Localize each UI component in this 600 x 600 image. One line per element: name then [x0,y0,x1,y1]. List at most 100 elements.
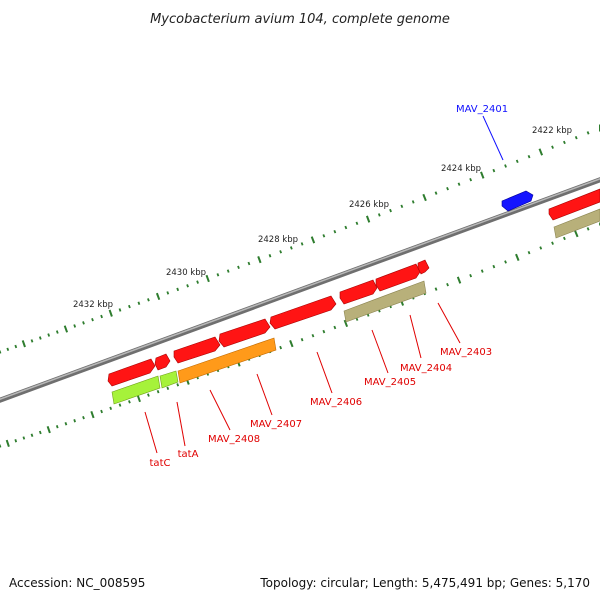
scale-major-tick [456,276,462,284]
gene-arrow[interactable] [417,259,430,275]
scale-major-tick [205,274,210,283]
scale-minor-tick [30,339,34,343]
cds-tata[interactable] [159,370,179,389]
scale-major-tick [46,425,51,434]
scale-minor-tick [226,269,230,273]
scale-minor-tick [492,264,496,269]
scale-minor-tick [355,221,359,226]
gene-arrow[interactable] [218,318,271,348]
scale-minor-tick [82,415,85,420]
scale-minor-tick [6,347,10,352]
scale-minor-tick [333,325,337,330]
scale-minor-tick [176,287,180,292]
scale-minor-tick [515,159,519,164]
gene-label-mav-2408[interactable]: MAV_2408 [208,434,260,445]
gene-arrow[interactable] [269,295,337,330]
scale-minor-tick [574,135,578,140]
scale-major-tick [480,171,485,179]
scale-label: 2428 kbp [258,235,298,245]
scale-minor-tick [128,400,131,404]
cds-tatc[interactable] [111,375,161,405]
scale-minor-tick [216,273,220,277]
scale-minor-tick [586,131,590,135]
scale-minor-tick [300,242,304,246]
scale-minor-tick [73,419,76,423]
leader-line [176,401,186,447]
scale-minor-tick [118,403,122,407]
scale-major-tick [365,215,371,223]
scale-major-tick [289,340,294,348]
scale-ticks-inner [0,222,600,448]
gene-arrow[interactable] [154,353,171,371]
gene-arrow[interactable] [107,358,156,387]
scale-minor-tick [289,246,293,250]
gene-arrow[interactable] [548,188,600,221]
scale-major-tick [310,236,316,244]
scale-minor-tick [82,321,85,325]
scale-minor-tick [176,383,180,387]
gene-label-mav-2401[interactable]: MAV_2401 [456,104,508,115]
gene-label-mav-2407[interactable]: MAV_2407 [250,419,302,430]
scale-minor-tick [469,177,473,182]
gene-arrow-mav-2401[interactable] [501,190,534,212]
scale-minor-tick [279,345,283,350]
gene-arrow[interactable] [339,279,378,305]
scale-minor-tick [400,204,404,209]
scale-minor-tick [47,333,51,337]
scale-major-tick [573,230,579,238]
scale-major-tick [538,148,544,156]
leader-line [316,351,333,394]
scale-minor-tick [492,168,496,173]
scale-minor-tick [38,430,42,435]
cds-row [111,208,600,405]
scale-label: 2426 kbp [349,200,389,210]
scale-minor-tick [38,336,42,340]
scale-minor-tick [247,261,251,266]
gene-label-mav-2403[interactable]: MAV_2403 [440,347,492,358]
gene-arrow[interactable] [173,336,221,364]
scale-minor-tick [311,333,315,338]
cds-mav-2408[interactable] [177,337,277,384]
gene-arrow[interactable] [375,263,421,292]
scale-minor-tick [14,439,18,443]
scale-minor-tick [156,389,160,394]
scale-minor-tick [446,282,449,287]
scale-minor-tick [562,140,566,145]
scale-ticks-outer [0,124,600,354]
gene-label-mav-2405[interactable]: MAV_2405 [364,377,416,388]
scale-minor-tick [586,227,590,231]
scale-major-tick [90,410,95,419]
cds-right-edge[interactable] [553,208,600,239]
scale-minor-tick [344,225,348,230]
scale-minor-tick [322,329,326,334]
scale-minor-tick [446,186,449,191]
scale-minor-tick [55,425,59,429]
genome-summary-text: Topology: circular; Length: 5,475,491 bp… [260,576,590,590]
scale-minor-tick [411,200,415,204]
scale-minor-tick [457,182,461,186]
leader-line [256,373,273,416]
leader-line [437,302,461,344]
scale-label: 2422 kbp [532,126,572,136]
gene-label-tatc[interactable]: tatC [150,458,171,469]
gene-label-tata[interactable]: tatA [178,449,199,460]
leader-line [409,314,422,359]
scale-minor-tick [73,324,77,328]
scale-minor-tick [562,236,566,241]
gene-label-mav-2406[interactable]: MAV_2406 [310,397,362,408]
scale-minor-tick [322,234,326,238]
cds-mav-2405-2404[interactable] [343,280,427,323]
scale-minor-tick [389,208,392,213]
scale-minor-tick [0,444,2,448]
scale-minor-tick [279,250,283,254]
scale-major-tick [422,193,427,202]
scale-major-tick [108,309,113,317]
gene-label-mav-2404[interactable]: MAV_2404 [400,363,452,374]
leader-line [209,389,231,431]
genome-backbone-highlight [0,178,600,401]
scale-minor-tick [55,330,59,334]
gene-arrows-red [107,188,600,387]
scale-major-tick [136,394,141,403]
